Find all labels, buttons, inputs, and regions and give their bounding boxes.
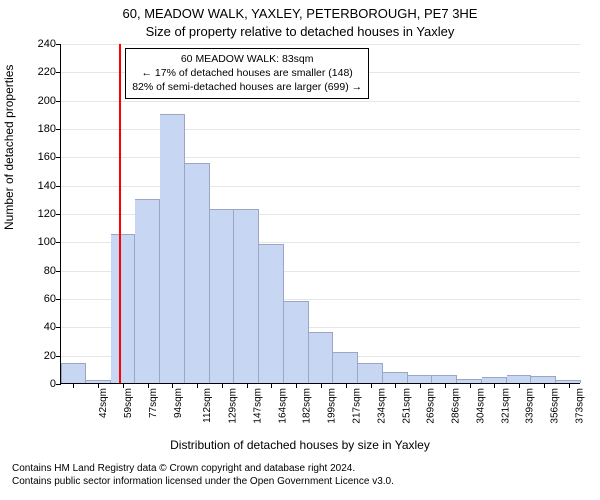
y-tick-label: 60 — [16, 293, 56, 305]
y-tick-label: 240 — [16, 38, 56, 50]
x-tick-mark — [395, 383, 396, 388]
x-tick-mark — [296, 383, 297, 388]
gridline — [61, 157, 580, 158]
marker-annotation: 60 MEADOW WALK: 83sqm ← 17% of detached … — [125, 48, 369, 99]
histogram-bar — [383, 372, 408, 383]
chart-title: 60, MEADOW WALK, YAXLEY, PETERBOROUGH, P… — [0, 6, 600, 21]
x-tick-label: 77sqm — [148, 388, 159, 418]
x-tick-label: 59sqm — [123, 388, 134, 418]
histogram-bar — [531, 376, 556, 383]
x-tick-mark — [544, 383, 545, 388]
x-tick-label: 304sqm — [475, 388, 486, 424]
x-tick-label: 269sqm — [426, 388, 437, 424]
gridline — [61, 129, 580, 130]
x-tick-mark — [247, 383, 248, 388]
histogram-chart: 60, MEADOW WALK, YAXLEY, PETERBOROUGH, P… — [0, 0, 600, 500]
y-tick-mark — [56, 271, 61, 272]
annotation-line-2: ← 17% of detached houses are smaller (14… — [132, 66, 362, 80]
gridline — [61, 101, 580, 102]
x-tick-label: 251sqm — [401, 388, 412, 424]
x-tick-label: 321sqm — [500, 388, 511, 424]
histogram-bar — [408, 375, 433, 384]
x-tick-mark — [73, 383, 74, 388]
y-tick-label: 120 — [16, 208, 56, 220]
y-axis-label: Number of detached properties — [2, 65, 16, 230]
x-tick-label: 112sqm — [202, 388, 213, 423]
y-tick-mark — [56, 356, 61, 357]
y-tick-mark — [56, 327, 61, 328]
y-tick-mark — [56, 72, 61, 73]
x-tick-label: 94sqm — [173, 388, 184, 418]
y-tick-mark — [56, 214, 61, 215]
y-tick-label: 220 — [16, 66, 56, 78]
x-tick-mark — [445, 383, 446, 388]
x-tick-mark — [519, 383, 520, 388]
x-tick-label: 217sqm — [352, 388, 363, 424]
histogram-bar — [432, 375, 457, 384]
x-tick-label: 356sqm — [550, 388, 561, 424]
footer-line-2: Contains public sector information licen… — [12, 475, 394, 488]
y-tick-mark — [56, 299, 61, 300]
y-tick-label: 0 — [16, 378, 56, 390]
y-tick-label: 200 — [16, 95, 56, 107]
histogram-bar — [309, 332, 334, 383]
chart-footer: Contains HM Land Registry data © Crown c… — [12, 462, 394, 488]
annotation-line-3: 82% of semi-detached houses are larger (… — [132, 80, 362, 94]
y-tick-mark — [56, 44, 61, 45]
x-tick-mark — [420, 383, 421, 388]
x-tick-mark — [321, 383, 322, 388]
y-tick-label: 100 — [16, 236, 56, 248]
x-tick-mark — [569, 383, 570, 388]
gridline — [61, 44, 580, 45]
x-tick-label: 129sqm — [228, 388, 239, 424]
y-tick-label: 80 — [16, 265, 56, 277]
marker-line — [119, 44, 121, 383]
y-tick-mark — [56, 101, 61, 102]
y-tick-label: 20 — [16, 350, 56, 362]
y-tick-mark — [56, 242, 61, 243]
y-tick-label: 160 — [16, 151, 56, 163]
y-tick-label: 140 — [16, 180, 56, 192]
y-tick-mark — [56, 129, 61, 130]
x-tick-mark — [197, 383, 198, 388]
histogram-bar — [61, 363, 86, 383]
x-tick-label: 234sqm — [376, 388, 387, 424]
x-tick-label: 286sqm — [451, 388, 462, 424]
y-tick-mark — [56, 186, 61, 187]
x-tick-mark — [494, 383, 495, 388]
y-tick-mark — [56, 384, 61, 385]
y-tick-mark — [56, 157, 61, 158]
x-tick-mark — [346, 383, 347, 388]
histogram-bar — [135, 199, 160, 383]
x-tick-label: 42sqm — [98, 388, 109, 418]
x-tick-label: 199sqm — [327, 388, 338, 424]
x-tick-label: 182sqm — [302, 388, 313, 424]
x-tick-label: 373sqm — [574, 388, 585, 424]
x-tick-mark — [371, 383, 372, 388]
histogram-bar — [333, 352, 358, 383]
x-axis-label: Distribution of detached houses by size … — [0, 438, 600, 452]
histogram-bar — [160, 114, 185, 383]
x-tick-mark — [222, 383, 223, 388]
x-tick-label: 147sqm — [253, 388, 264, 424]
y-tick-label: 40 — [16, 321, 56, 333]
histogram-bar — [259, 244, 284, 383]
x-tick-label: 164sqm — [277, 388, 288, 424]
chart-subtitle: Size of property relative to detached ho… — [0, 24, 600, 39]
x-tick-mark — [470, 383, 471, 388]
histogram-bar — [210, 209, 235, 383]
histogram-bar — [234, 209, 259, 383]
x-tick-mark — [271, 383, 272, 388]
histogram-bar — [507, 375, 532, 384]
x-tick-label: 339sqm — [525, 388, 536, 424]
histogram-bar — [111, 234, 136, 383]
histogram-bar — [358, 363, 383, 383]
histogram-bar — [185, 163, 210, 383]
footer-line-1: Contains HM Land Registry data © Crown c… — [12, 462, 394, 475]
plot-area: 60 MEADOW WALK: 83sqm ← 17% of detached … — [60, 44, 580, 384]
y-tick-label: 180 — [16, 123, 56, 135]
histogram-bar — [284, 301, 309, 383]
annotation-line-1: 60 MEADOW WALK: 83sqm — [132, 52, 362, 66]
gridline — [61, 186, 580, 187]
